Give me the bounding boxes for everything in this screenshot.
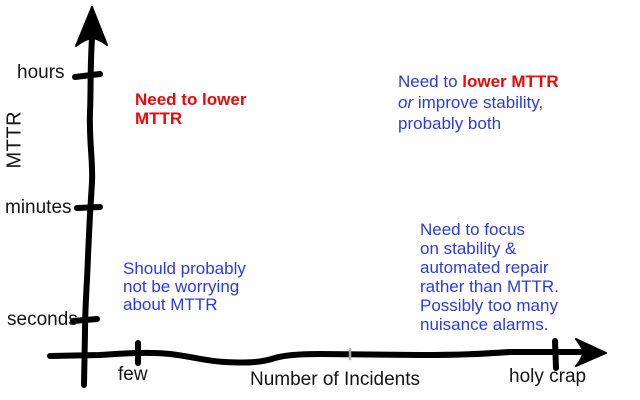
annotation-top-left-line2: MTTR — [135, 109, 183, 128]
x-axis-title: Number of Incidents — [250, 369, 421, 390]
y-tick-seconds — [70, 316, 100, 324]
annotation-bottom-right-line1: Need to focus — [420, 220, 525, 239]
annotation-bottom-right-line2: on stability & — [420, 239, 517, 258]
x-tick-label-few: few — [118, 364, 148, 385]
annotation-top-right-line2: or improve stability, — [398, 92, 559, 113]
y-tick-label-hours: hours — [17, 62, 65, 83]
annotation-top-left-line1: Need to lower — [135, 90, 247, 109]
annotation-bottom-left: Should probably not be worrying about MT… — [123, 260, 246, 314]
annotation-bottom-right: Need to focus on stability & automated r… — [420, 220, 559, 334]
y-tick-minutes — [74, 204, 103, 211]
annotation-top-right-line2-rest: improve stability, — [413, 93, 544, 112]
x-tick-holy-crap — [552, 338, 559, 371]
y-tick-label-minutes: minutes — [5, 197, 72, 218]
y-tick-label-seconds: seconds — [7, 309, 78, 330]
annotation-bottom-right-line3: automated repair — [420, 258, 549, 277]
annotation-top-right-line2-italic: or — [398, 93, 414, 112]
annotation-bottom-right-line4: rather than MTTR. — [420, 277, 559, 296]
annotation-top-left: Need to lower MTTR — [135, 90, 246, 128]
annotation-bottom-left-line2: not be worrying — [123, 277, 240, 296]
annotation-top-right-line3: probably both — [398, 114, 502, 133]
y-tick-hours — [72, 71, 103, 80]
y-axis-arrowhead — [75, 6, 108, 47]
x-axis-line — [47, 349, 583, 366]
x-tick-label-holy-crap: holy crap — [509, 366, 587, 387]
y-axis-title: MTTR — [3, 110, 26, 169]
annotation-bottom-right-line5: Possibly too many — [420, 296, 558, 315]
annotation-bottom-right-line6: nuisance alarms. — [420, 315, 549, 334]
annotation-top-right-line1-prefix: Need to — [398, 72, 463, 91]
annotation-top-right-line1-emphasis: lower MTTR — [462, 72, 559, 91]
annotation-top-right-line1: Need to lower MTTR — [398, 71, 559, 92]
annotation-top-right: Need to lower MTTR or improve stability,… — [398, 71, 559, 134]
y-axis-line — [81, 35, 96, 388]
annotation-bottom-left-line1: Should probably — [123, 259, 246, 278]
x-axis-arrowhead — [575, 338, 607, 367]
annotation-bottom-left-line3: about MTTR — [123, 295, 218, 314]
